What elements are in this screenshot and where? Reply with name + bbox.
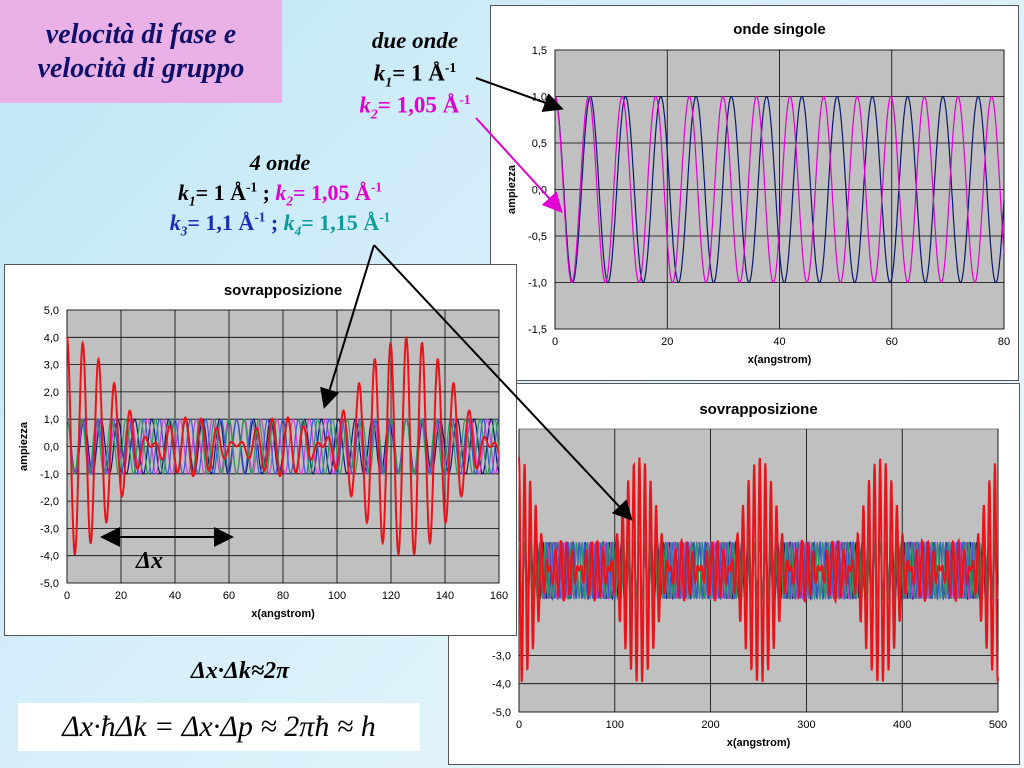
y-tick-label: 0,0 [532,185,547,197]
formula-heisenberg-text: Δx·ħΔk = Δx·Δp ≈ 2πħ ≈ h [62,710,376,743]
series-line-4 [518,457,999,683]
formula-uncertainty: Δx·Δk≈2π [190,658,290,684]
x-tick-label: 200 [701,719,719,731]
x-tick-label: 100 [606,719,624,731]
chart-onde-singole: onde singole 1,5 1,0 0,5 0,0 -0,5 -1,0 -1,5 0 20 4… [506,21,1010,366]
y-tick-label: 0,0 [44,442,59,454]
chart-sovrapposizione-wide-panel: sovrapposizione -3,0 -4,0 -5,0 0 100 200 300 400… [448,383,1020,765]
delta-x-label: Δx [136,548,164,574]
chart-title: sovrapposizione [699,401,817,418]
x-axis-label: x(angstrom) [727,737,791,749]
quattro-onde-heading: 4 onde [249,150,311,175]
quattro-onde-k1-k2: k1= 1 Å-1 ; k2= 1,05 Å-1 [178,180,382,209]
chart-onde-singole-panel: onde singole 1,5 1,0 0,5 0,0 -0,5 -1,0 -1,5 0 20 4… [490,5,1019,381]
chart-title: sovrapposizione [224,282,342,299]
slide-title-line2: velocità di gruppo [37,52,245,84]
x-tick-label: 0 [64,590,70,602]
x-tick-label: 160 [490,590,508,602]
due-onde-k2: k2= 1,05 Å-1 [359,92,471,122]
x-tick-label: 500 [989,719,1007,731]
slide-title-line1: velocità di fase e [45,18,237,50]
x-tick-label: 40 [169,590,181,602]
y-tick-label: 5,0 [44,305,59,317]
y-tick-label: -1,0 [528,278,547,290]
x-axis-label: x(angstrom) [251,608,315,620]
y-tick-label: -0,5 [528,231,547,243]
due-onde-heading: due onde [371,28,459,53]
quattro-onde-k3-k4: k3= 1,1 Å-1 ; k4= 1,15 Å-1 [169,210,391,239]
x-tick-label: 20 [661,336,673,348]
x-tick-label: 60 [223,590,235,602]
slide-title: velocità di fase e velocità di gruppo [0,0,282,103]
y-tick-label: 1,0 [44,414,59,426]
y-tick-label: 1,5 [532,45,547,57]
x-tick-label: 60 [886,336,898,348]
x-tick-label: 0 [552,336,558,348]
y-tick-label: -4,0 [40,551,59,563]
formula-heisenberg: Δx·ħΔk = Δx·Δp ≈ 2πħ ≈ h [18,703,420,751]
chart-sovrapposizione-wide: sovrapposizione -3,0 -4,0 -5,0 0 100 200 300 400… [492,401,1007,749]
chart-sovrapposizione: sovrapposizione 5,0 4,0 3,0 2,0 1,0 0,0 -1,0 -2,… [18,282,508,620]
x-tick-label: 20 [115,590,127,602]
x-tick-label: 400 [893,719,911,731]
x-tick-label: 0 [516,719,522,731]
y-tick-label: 1,0 [532,92,547,104]
y-tick-label: -4,0 [492,679,511,691]
x-tick-label: 140 [436,590,454,602]
y-tick-label: 0,5 [532,138,547,150]
x-tick-label: 80 [998,336,1010,348]
y-tick-label: -1,5 [528,324,547,336]
y-tick-label: -1,0 [40,469,59,481]
series-line-1 [554,95,1005,284]
x-tick-label: 120 [382,590,400,602]
y-tick-label: 4,0 [44,332,59,344]
x-axis-label: x(angstrom) [748,354,812,366]
x-tick-label: 300 [797,719,815,731]
chart-title: onde singole [733,21,826,38]
y-tick-label: 2,0 [44,387,59,399]
y-axis-label: ampiezza [506,164,518,214]
y-tick-label: -2,0 [40,496,59,508]
y-tick-label: -3,0 [40,523,59,535]
series-line-0 [554,95,1005,284]
x-tick-label: 80 [277,590,289,602]
y-tick-label: -5,0 [40,578,59,590]
x-tick-label: 100 [328,590,346,602]
y-axis-label: ampiezza [18,421,30,471]
y-tick-label: 3,0 [44,360,59,372]
y-tick-label: -3,0 [492,650,511,662]
y-tick-label: -5,0 [492,707,511,719]
chart-sovrapposizione-panel: sovrapposizione 5,0 4,0 3,0 2,0 1,0 0,0 -1,0 -2,… [4,264,517,636]
x-tick-label: 40 [773,336,785,348]
due-onde-k1: k1= 1 Å-1 [373,60,457,90]
